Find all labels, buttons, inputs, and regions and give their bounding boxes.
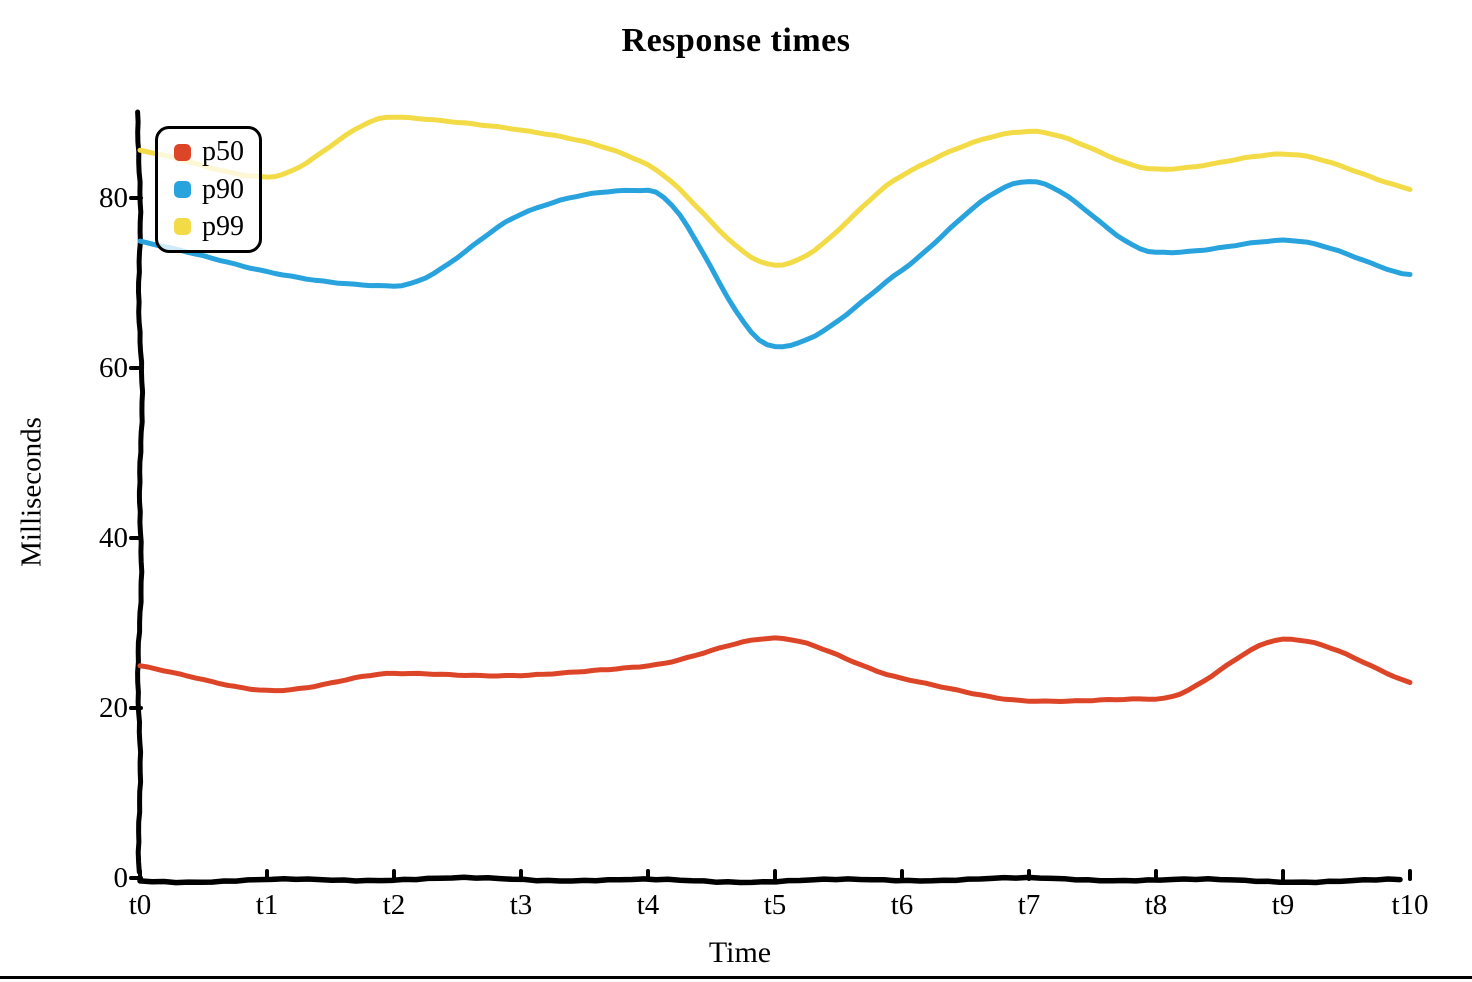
legend-label-p99: p99 — [202, 210, 244, 242]
y-tick-label: 60 — [99, 352, 128, 384]
y-axis-line — [135, 109, 146, 875]
legend-label-p50: p50 — [202, 136, 244, 168]
x-tick-label: t3 — [509, 889, 533, 921]
series-line-p50 — [137, 635, 1413, 704]
x-tick-label: t7 — [1017, 889, 1041, 921]
series-line-p90 — [137, 179, 1413, 350]
y-axis-title: Milliseconds — [15, 417, 48, 567]
chart-title: Response times — [621, 22, 851, 59]
p99-swatch-icon — [174, 218, 191, 236]
legend-item-p99: p99 — [174, 210, 259, 242]
y-tick-label: 0 — [113, 862, 129, 894]
y-tick-label: 20 — [99, 692, 128, 724]
p50-swatch-icon — [174, 143, 191, 161]
x-tick-label: t6 — [890, 889, 914, 921]
x-axis-title: Time — [708, 936, 772, 969]
x-tick-label: t4 — [636, 889, 660, 921]
x-axis-line — [137, 874, 1403, 886]
x-tick-label: t1 — [255, 889, 279, 921]
x-tick-label: t5 — [763, 889, 787, 921]
bottom-divider — [0, 976, 1472, 979]
x-tick-label: t8 — [1144, 889, 1168, 921]
x-tick-label: t2 — [382, 889, 406, 921]
y-tick-label: 40 — [99, 522, 128, 554]
y-tick-label: 80 — [99, 182, 128, 214]
legend-item-p50: p50 — [174, 138, 259, 166]
p90-swatch-icon — [174, 181, 191, 198]
x-tick-label: t9 — [1271, 889, 1295, 921]
legend-label-p90: p90 — [202, 173, 244, 205]
x-tick-label: t10 — [1391, 889, 1429, 921]
legend: p50 p90 p99 — [155, 126, 262, 253]
legend-item-p90: p90 — [174, 173, 259, 205]
x-tick-label: t0 — [128, 889, 152, 921]
series-line-p99 — [137, 114, 1413, 268]
